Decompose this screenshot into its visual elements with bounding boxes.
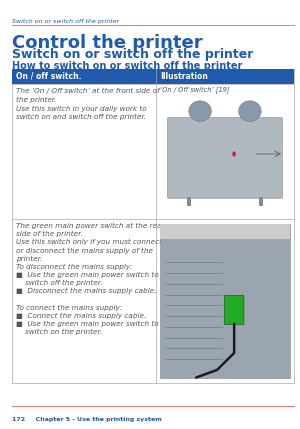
Text: The green main power switch at the rear
side of the printer.
Use this switch onl: The green main power switch at the rear … <box>16 223 165 335</box>
Bar <box>12 69 294 383</box>
Ellipse shape <box>238 101 261 121</box>
Text: Control the printer: Control the printer <box>12 34 202 52</box>
Bar <box>187 197 190 206</box>
Bar <box>12 69 294 84</box>
FancyBboxPatch shape <box>224 295 244 325</box>
Bar <box>260 197 263 206</box>
Text: The ‘On / Off switch’ at the front side of
the printer.
Use this switch in your : The ‘On / Off switch’ at the front side … <box>16 88 160 121</box>
Text: 172     Chapter 5 - Use the printing system: 172 Chapter 5 - Use the printing system <box>12 417 162 422</box>
Text: Switch on or switch off the printer: Switch on or switch off the printer <box>12 19 119 24</box>
Text: Switch on or switch off the printer: Switch on or switch off the printer <box>12 48 253 61</box>
Text: On / off switch.: On / off switch. <box>16 72 82 81</box>
Bar <box>160 224 290 239</box>
Ellipse shape <box>189 101 211 121</box>
Bar <box>160 224 290 378</box>
Text: Illustration: Illustration <box>160 72 208 81</box>
Text: ‘On / Off switch’ [19]: ‘On / Off switch’ [19] <box>160 86 229 93</box>
Text: How to switch on or switch off the printer: How to switch on or switch off the print… <box>12 61 242 71</box>
Circle shape <box>232 151 236 157</box>
FancyBboxPatch shape <box>167 118 283 198</box>
